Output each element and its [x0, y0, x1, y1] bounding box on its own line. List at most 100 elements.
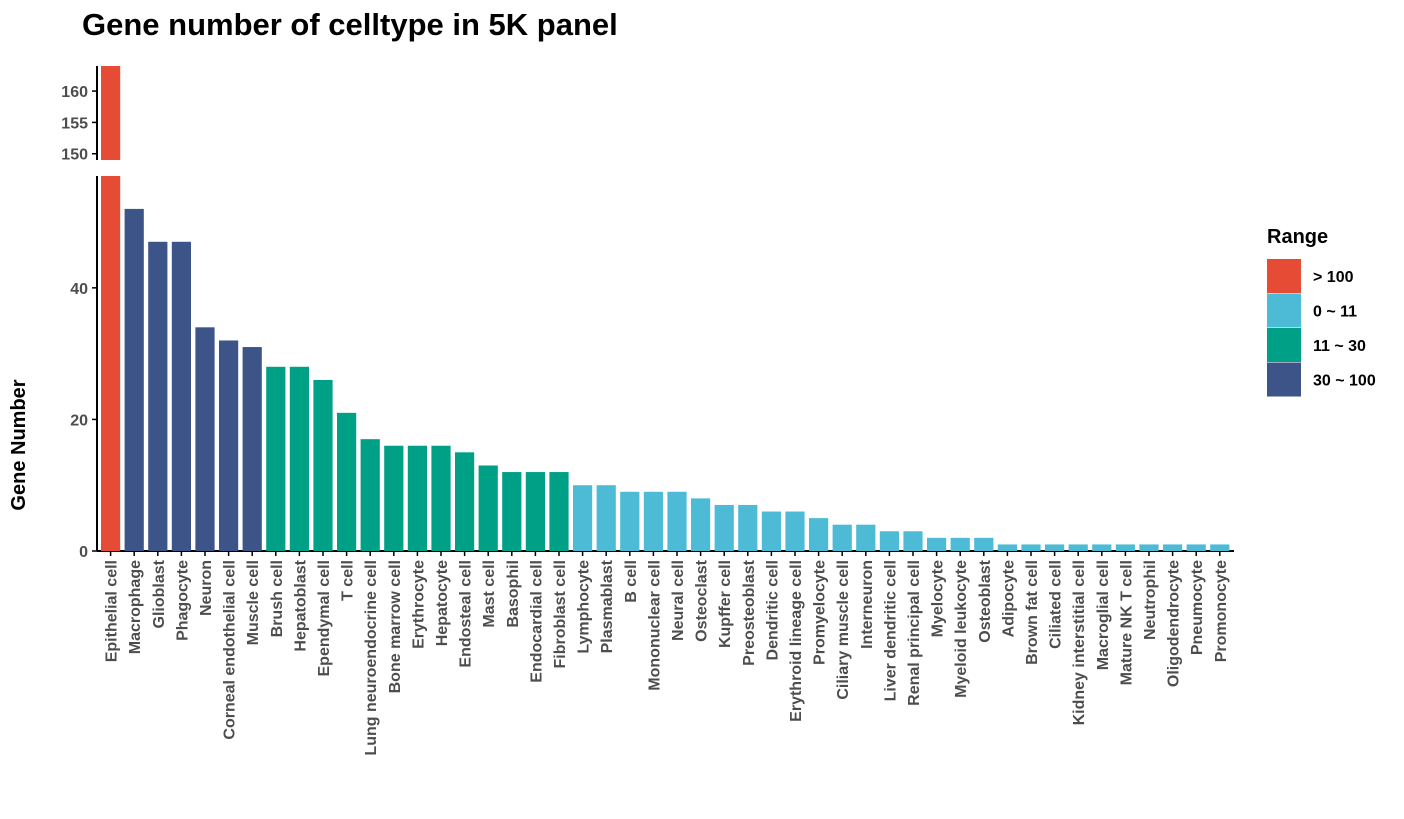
bar [195, 327, 215, 551]
bar [903, 531, 923, 551]
bar [997, 544, 1017, 551]
x-tick-label: Pneumocyte [1189, 560, 1206, 655]
x-tick-label: Ciliary muscle cell [835, 560, 852, 700]
x-tick-label: Macrophage [127, 560, 144, 654]
x-tick-label: Mature NK T cell [1118, 560, 1135, 685]
x-tick-label: Ciliated cell [1048, 560, 1065, 649]
legend-label: 30 ~ 100 [1313, 373, 1376, 390]
bar [242, 347, 262, 551]
bar [1092, 544, 1112, 551]
x-tick-label: T cell [340, 560, 357, 601]
x-tick-label: Erythrocyte [410, 560, 427, 649]
x-tick-label: Kupffer cell [717, 560, 734, 648]
bar [219, 340, 239, 551]
x-tick-label: Preosteoblast [741, 559, 758, 665]
bar [643, 491, 663, 551]
x-tick-label: Endosteal cell [458, 560, 475, 668]
legend-swatch [1267, 328, 1301, 362]
bar [1210, 544, 1230, 551]
legend-label: > 100 [1313, 269, 1354, 286]
bar [313, 379, 333, 551]
bar [1163, 544, 1183, 551]
x-tick-label: Neutrophil [1142, 560, 1159, 640]
x-tick-label: Lymphocyte [576, 560, 593, 654]
x-tick-label: Dendritic cell [764, 560, 781, 660]
x-tick-label: Osteoclast [694, 559, 711, 641]
bar [124, 208, 144, 552]
bar [1045, 544, 1065, 551]
bar [1021, 544, 1041, 551]
bar [879, 531, 899, 551]
legend-swatch [1267, 293, 1301, 328]
bar [171, 241, 191, 551]
bar [620, 491, 640, 551]
x-tick-label: Myeloid leukocyte [953, 560, 970, 698]
legend-label: 0 ~ 11 [1313, 304, 1357, 321]
bar [738, 504, 758, 551]
bar [478, 465, 498, 551]
legend-swatch [1267, 362, 1301, 397]
x-tick-label: Oligodendrocyte [1166, 560, 1183, 687]
x-tick-label: Endocardial cell [528, 560, 545, 683]
bar [148, 241, 168, 551]
x-tick-label: Glioblast [151, 559, 168, 628]
x-tick-label: Brown fat cell [1024, 560, 1041, 665]
x-tick-label: Mast cell [481, 560, 498, 628]
x-tick-label: Liver dendritic cell [882, 560, 899, 701]
legend-label: 11 ~ 30 [1313, 338, 1366, 355]
lower-panel: 0 20 40 [70, 176, 1234, 561]
bar [832, 524, 852, 551]
x-tick-label: Phagocyte [174, 560, 191, 641]
x-tick-label: Adipocyte [1000, 560, 1017, 637]
x-tick-label: Bone marrow cell [387, 560, 404, 693]
bar [289, 366, 309, 551]
y-axis-label: Gene Number [8, 379, 30, 510]
lower-y-tick-label: 40 [70, 281, 88, 298]
bar [384, 445, 404, 551]
x-tick-label: Neuron [198, 560, 215, 616]
upper-y-tick-label: 160 [61, 84, 88, 101]
x-tick-label: Muscle cell [245, 560, 262, 645]
bar [714, 504, 734, 551]
bar [950, 537, 970, 551]
bar [360, 439, 380, 551]
x-tick-label: Ependymal cell [316, 560, 333, 677]
legend: Range > 100 0 ~ 11 11 ~ 30 30 ~ 100 [1267, 226, 1376, 397]
x-tick-label: Interneuron [859, 560, 876, 649]
bar [856, 524, 876, 551]
x-tick-label: Erythroid lineage cell [788, 560, 805, 722]
bar [337, 412, 357, 551]
lower-y-tick-label: 20 [70, 412, 88, 429]
bar [407, 445, 427, 551]
bar [1186, 544, 1206, 551]
bar [785, 511, 805, 551]
x-tick-label: Hepatocyte [434, 560, 451, 646]
bar [1139, 544, 1159, 551]
x-tick-label: Mononuclear cell [646, 560, 663, 691]
bar [502, 472, 522, 551]
legend-swatch [1267, 259, 1301, 293]
bar [761, 511, 781, 551]
bar [525, 472, 545, 551]
x-tick-label: Promonocyte [1213, 560, 1230, 662]
bar [266, 366, 286, 551]
x-tick-label: Brush cell [269, 560, 286, 637]
x-tick-label: Renal principal cell [906, 560, 923, 706]
x-tick-label: Epithelial cell [104, 560, 121, 662]
x-tick-label: Corneal endothelial cell [222, 560, 239, 740]
bar [667, 491, 687, 551]
bar [927, 537, 947, 551]
x-tick-label: Plasmablast [599, 559, 616, 653]
bar [974, 537, 994, 551]
bar [809, 518, 829, 551]
upper-y-tick-label: 150 [61, 147, 88, 164]
bar [1115, 544, 1135, 551]
bar [549, 472, 569, 551]
x-tick-label: Fibroblast cell [552, 560, 569, 668]
x-axis-labels: Epithelial cell Macrophage Glioblast Phagoc… [104, 551, 1230, 756]
x-tick-label: Myelocyte [930, 560, 947, 637]
x-tick-label: B cell [623, 560, 640, 603]
chart-title: Gene number of celltype in 5K panel [82, 7, 618, 42]
x-tick-label: Kidney interstitial cell [1071, 560, 1088, 725]
